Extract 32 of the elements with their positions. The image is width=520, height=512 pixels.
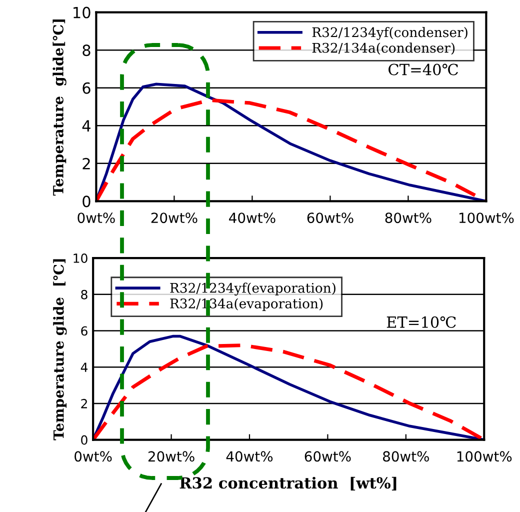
- x-tick-label: 100wt%: [459, 212, 514, 224]
- x-tick-label: 100wt%: [457, 451, 512, 462]
- y-axis-title: Temperature glide[℃]: [52, 19, 66, 196]
- y-tick-label: 0: [81, 435, 88, 445]
- legend-label: R32/1234yf(evaporation): [170, 282, 336, 296]
- y-tick-label: 0: [82, 196, 90, 208]
- y-tick-label: 4: [80, 362, 88, 372]
- y-tick-label: 2: [81, 398, 87, 408]
- x-tick-label: 0wt%: [74, 451, 112, 462]
- legend-label: R32/1234yf(condenser): [312, 26, 468, 40]
- x-tick-label: 60wt%: [307, 212, 354, 224]
- x-tick-label: 20wt%: [151, 212, 198, 224]
- x-tick-label: 40wt%: [226, 451, 273, 462]
- annotation: ET=10℃: [386, 316, 456, 328]
- y-tick-label: 6: [81, 326, 88, 336]
- legend-label: R32/134a(condenser): [312, 42, 455, 55]
- y-tick-label: 8: [81, 290, 88, 300]
- annotation: CT=40℃: [388, 64, 458, 76]
- y-axis-title: Temperature glide [℃]: [53, 259, 67, 440]
- x-tick-label: 80wt%: [385, 212, 432, 224]
- y-tick-label: 2: [82, 158, 90, 170]
- y-tick-label: 10: [74, 6, 90, 18]
- x-tick-label: 80wt%: [383, 451, 429, 462]
- x-tick-label: 40wt%: [229, 212, 276, 224]
- x-axis-title: R32 concentration [wt%]: [180, 476, 396, 490]
- x-tick-label: 0wt%: [78, 212, 115, 224]
- x-tick-label: 20wt%: [148, 451, 194, 462]
- x-tick-label: 60wt%: [304, 451, 351, 462]
- y-tick-label: 4: [82, 120, 90, 132]
- y-tick-label: 10: [74, 254, 88, 263]
- y-tick-label: 6: [82, 82, 90, 94]
- y-tick-label: 8: [82, 44, 90, 56]
